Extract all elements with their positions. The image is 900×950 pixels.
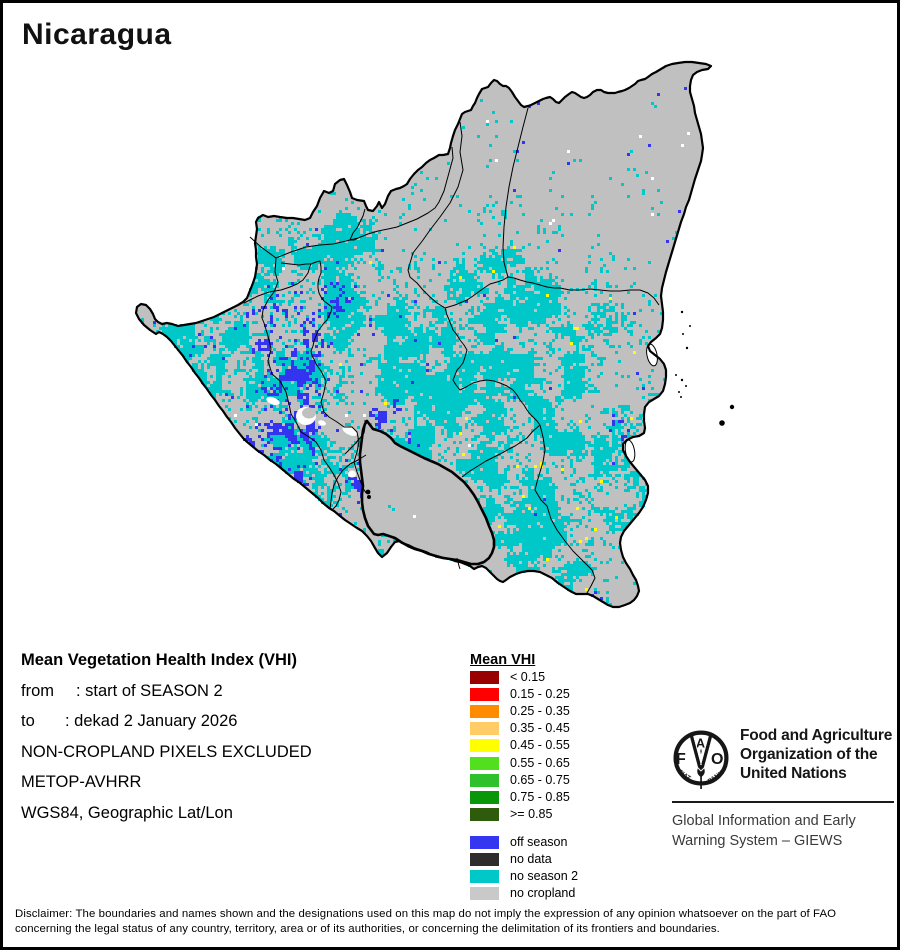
legend-swatch bbox=[470, 887, 499, 900]
map-info-block: Mean Vegetation Health Index (VHI) from:… bbox=[21, 645, 312, 829]
svg-text:O: O bbox=[711, 751, 723, 768]
legend-extra-label: no data bbox=[510, 852, 552, 866]
legend-extra-label: off season bbox=[510, 835, 568, 849]
legend-swatch bbox=[470, 808, 499, 821]
legend-class-row: 0.55 - 0.65 bbox=[470, 757, 670, 770]
legend-class-row: 0.65 - 0.75 bbox=[470, 774, 670, 787]
legend-swatch bbox=[470, 774, 499, 787]
fao-name-line2: Organization of the bbox=[740, 746, 878, 764]
legend-class-label: 0.15 - 0.25 bbox=[510, 687, 570, 701]
legend-class-row: >= 0.85 bbox=[470, 808, 670, 821]
info-from-label: from bbox=[21, 681, 54, 700]
legend-class-label: 0.65 - 0.75 bbox=[510, 773, 570, 787]
disclaimer-line1: Disclaimer: The boundaries and names sho… bbox=[15, 908, 837, 920]
legend-swatch bbox=[470, 836, 499, 849]
offshore-islands bbox=[365, 310, 735, 499]
svg-text:A: A bbox=[696, 737, 705, 751]
legend-extra-label: no season 2 bbox=[510, 869, 579, 883]
legend-swatch bbox=[470, 870, 499, 883]
legend-class-label: < 0.15 bbox=[510, 670, 546, 684]
info-projection: WGS84, Geographic Lat/Lon bbox=[21, 803, 233, 822]
legend: Mean VHI < 0.15 0.15 - 0.25 0.25 - 0.35 0.3… bbox=[470, 645, 690, 900]
lake-nicaragua bbox=[358, 419, 496, 566]
vhi-pixel-raster bbox=[141, 87, 690, 606]
legend-class-row: 0.25 - 0.35 bbox=[470, 705, 670, 718]
svg-text:F: F bbox=[676, 751, 686, 768]
legend-class-label: 0.25 - 0.35 bbox=[510, 704, 570, 718]
legend-swatch bbox=[470, 671, 499, 684]
legend-class-label: 0.35 - 0.45 bbox=[510, 721, 570, 735]
info-heading: Mean Vegetation Health Index (VHI) bbox=[21, 651, 297, 669]
legend-class-row: < 0.15 bbox=[470, 671, 670, 684]
legend-class-label: 0.45 - 0.55 bbox=[510, 738, 570, 752]
department-boundaries bbox=[243, 107, 660, 594]
legend-swatch bbox=[470, 705, 499, 718]
legend-class-row: 0.45 - 0.55 bbox=[470, 739, 670, 752]
info-from-row: from : start of SEASON 2 bbox=[21, 676, 312, 707]
info-to-value: : dekad 2 January 2026 bbox=[65, 712, 238, 731]
info-from-value: : start of SEASON 2 bbox=[76, 681, 223, 700]
legend-class-row: 0.75 - 0.85 bbox=[470, 791, 670, 804]
legend-extra-row: no data bbox=[470, 853, 670, 866]
giews-line1: Global Information and Early bbox=[672, 813, 856, 829]
fao-divider-rule bbox=[672, 801, 894, 803]
info-sensor: METOP-AVHRR bbox=[21, 773, 142, 792]
legend-extra-row: off season bbox=[470, 836, 670, 849]
info-to-label: to bbox=[21, 712, 35, 731]
fao-name-line1: Food and Agriculture bbox=[740, 727, 893, 744]
legend-swatch bbox=[470, 722, 499, 735]
legend-extra-label: no cropland bbox=[510, 886, 576, 900]
legend-swatch bbox=[470, 853, 499, 866]
legend-title: Mean VHI bbox=[470, 652, 536, 668]
page-title: Nicaragua bbox=[22, 18, 172, 51]
legend-class-row: 0.15 - 0.25 bbox=[470, 688, 670, 701]
disclaimer-line2: concerning the legal status of any count… bbox=[15, 923, 720, 936]
legend-class-label: 0.75 - 0.85 bbox=[510, 790, 570, 804]
country-outline bbox=[134, 60, 713, 609]
fao-name-line3: United Nations bbox=[740, 765, 847, 783]
info-to-row: to : dekad 2 January 2026 bbox=[21, 706, 312, 737]
giews-line2: Warning System – GIEWS bbox=[672, 833, 843, 849]
legend-extra-row: no cropland bbox=[470, 887, 670, 900]
disclaimer-text: Disclaimer: The boundaries and names sho… bbox=[15, 907, 875, 938]
giews-caption: Global Information and Early Warning Sys… bbox=[672, 811, 856, 851]
svg-text:PANIS: PANIS bbox=[707, 769, 726, 785]
legend-class-row: 0.35 - 0.45 bbox=[470, 722, 670, 735]
info-noncropland: NON-CROPLAND PIXELS EXCLUDED bbox=[21, 742, 312, 761]
legend-swatch bbox=[470, 739, 499, 752]
legend-extra-row: no season 2 bbox=[470, 870, 670, 883]
legend-swatch bbox=[470, 757, 499, 770]
legend-swatch bbox=[470, 688, 499, 701]
legend-class-label: >= 0.85 bbox=[510, 807, 553, 821]
legend-swatch bbox=[470, 791, 499, 804]
legend-class-label: 0.55 - 0.65 bbox=[510, 756, 570, 770]
fao-organization-name: Food and Agriculture Organization of the… bbox=[740, 726, 892, 784]
